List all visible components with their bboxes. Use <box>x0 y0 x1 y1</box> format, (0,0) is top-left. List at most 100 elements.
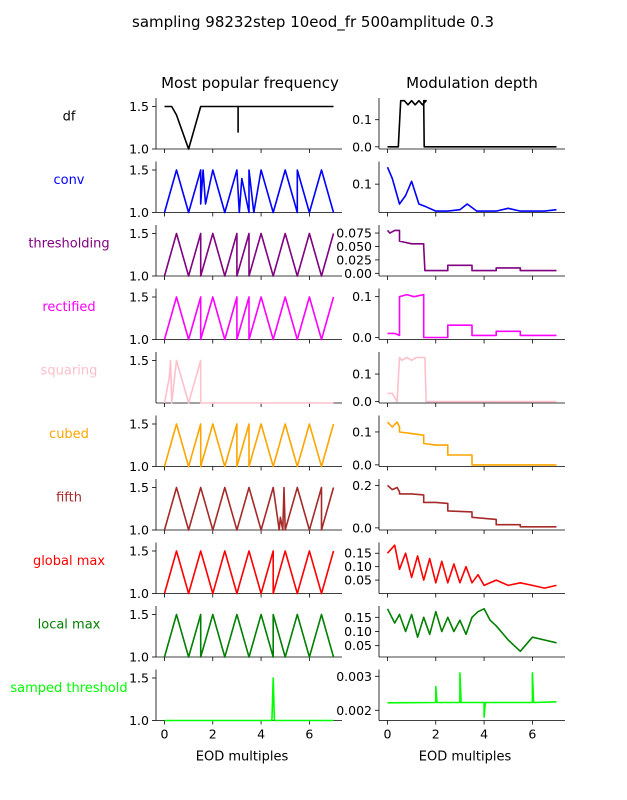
row-label-samped-threshold: samped threshold <box>10 681 127 696</box>
series-line-thresholding-modulation <box>386 229 557 272</box>
series-line-samped-threshold-modulation <box>387 672 557 718</box>
y-tick-label-squaring-frequency: 1.5 <box>129 353 149 368</box>
panel-cubed-frequency: 1.0 1.5 <box>129 415 342 474</box>
series-line-local-max-modulation <box>386 608 557 653</box>
series-line-fifth-modulation <box>386 484 557 528</box>
series-line-squaring-frequency <box>163 359 334 404</box>
x-tick-label-samped-threshold-frequency: 4 <box>257 727 265 742</box>
y-tick-label-samped-threshold-modulation: 0.003 <box>336 669 372 684</box>
row-label-global-max: global max <box>33 554 105 569</box>
row-label-thresholding: thresholding <box>28 237 109 252</box>
y-tick-label-local-max-frequency: 1.0 <box>129 650 149 665</box>
y-tick-label-thresholding-frequency: 1.5 <box>129 226 149 241</box>
y-tick-label-global-max-frequency: 1.5 <box>129 544 149 559</box>
panel-squaring-modulation: 0.0 0.1 <box>352 352 565 409</box>
x-axis-label-modulation: EOD multiples <box>419 750 512 765</box>
panel-samped-threshold-modulation: 0.002 0.003 0 2 4 6 <box>336 669 565 742</box>
x-tick-label-samped-threshold-modulation: 4 <box>480 727 488 742</box>
y-tick-label-squaring-modulation: 0.1 <box>352 367 372 382</box>
panel-rectified-frequency: 1.0 1.5 <box>129 288 342 347</box>
y-tick-label-cubed-modulation: 0.0 <box>352 457 372 472</box>
series-line-cubed-frequency <box>163 423 335 468</box>
row-label-cubed: cubed <box>49 427 89 442</box>
figure-title: sampling 98232step 10eod_fr 500amplitude… <box>132 13 494 32</box>
row-label-fifth: fifth <box>56 491 82 506</box>
y-tick-label-thresholding-modulation: 0.050 <box>336 239 372 254</box>
series-line-samped-threshold-frequency <box>164 677 334 722</box>
y-tick-label-rectified-modulation: 0.0 <box>352 330 372 345</box>
panel-global-max-frequency: 1.0 1.5 <box>129 542 342 601</box>
x-tick-label-samped-threshold-frequency: 6 <box>305 727 313 742</box>
x-axis-labels-group: EOD multiples EOD multiples <box>196 750 512 765</box>
panel-local-max-modulation: 0.050.100.15 <box>344 606 565 661</box>
column-title-modulation: Modulation depth <box>406 74 538 92</box>
y-tick-label-cubed-frequency: 1.0 <box>129 459 149 474</box>
series-line-thresholding-frequency <box>163 232 335 277</box>
row-label-df: df <box>63 110 76 125</box>
y-tick-label-fifth-frequency: 1.0 <box>129 523 149 538</box>
series-line-squaring-modulation <box>387 356 557 403</box>
y-tick-label-conv-modulation: 0.1 <box>352 177 372 192</box>
panel-cubed-modulation: 0.0 0.1 <box>352 415 565 472</box>
y-tick-label-fifth-modulation: 0.2 <box>352 478 372 493</box>
row-label-local-max: local max <box>38 618 101 633</box>
y-tick-label-thresholding-modulation: 0.075 <box>336 226 372 241</box>
y-tick-label-thresholding-modulation: 0.025 <box>336 252 372 267</box>
panel-thresholding-frequency: 1.0 1.5 <box>129 225 342 284</box>
x-tick-label-samped-threshold-modulation: 0 <box>383 727 391 742</box>
y-tick-label-squaring-modulation: 0.0 <box>352 394 372 409</box>
series-line-conv-frequency <box>163 169 335 214</box>
series-line-global-max-modulation <box>386 544 557 589</box>
y-tick-label-rectified-frequency: 1.5 <box>129 290 149 305</box>
series-line-df-modulation <box>387 99 557 148</box>
y-tick-label-fifth-frequency: 1.5 <box>129 480 149 495</box>
y-tick-label-conv-frequency: 1.0 <box>129 205 149 220</box>
y-tick-label-local-max-modulation: 0.10 <box>344 624 372 639</box>
column-title-frequency: Most popular frequency <box>161 74 339 92</box>
y-tick-label-local-max-frequency: 1.5 <box>129 607 149 622</box>
row-label-conv: conv <box>53 173 84 188</box>
x-tick-label-samped-threshold-frequency: 2 <box>209 727 217 742</box>
row-label-rectified: rectified <box>42 300 95 315</box>
panel-conv-modulation: 0.1 <box>352 161 565 217</box>
x-axis-label-frequency: EOD multiples <box>196 750 289 765</box>
series-line-rectified-modulation <box>387 293 557 339</box>
panel-samped-threshold-frequency: 1.0 1.5 0 2 4 6 <box>129 669 342 742</box>
y-tick-label-fifth-modulation: 0.0 <box>352 520 372 535</box>
y-tick-label-df-frequency: 1.0 <box>129 142 149 157</box>
panel-global-max-modulation: 0.050.100.15 <box>344 542 565 598</box>
x-tick-label-samped-threshold-modulation: 6 <box>528 727 536 742</box>
y-tick-label-cubed-frequency: 1.5 <box>129 417 149 432</box>
row-label-squaring: squaring <box>41 364 98 379</box>
y-tick-label-rectified-modulation: 0.1 <box>352 289 372 304</box>
panel-df-modulation: 0.0 0.1 <box>352 98 565 154</box>
y-tick-label-rectified-frequency: 1.0 <box>129 332 149 347</box>
panel-local-max-frequency: 1.0 1.5 <box>129 606 342 665</box>
y-tick-label-global-max-modulation: 0.15 <box>344 546 372 561</box>
panels-group: 1.01.50.00.11.01.50.11.01.50.000.0250.05… <box>129 98 565 742</box>
panel-squaring-frequency: 1.5 <box>129 352 342 407</box>
row-labels-group: df conv thresholding rectified squaring cubed… <box>10 110 127 697</box>
series-line-cubed-modulation <box>386 421 557 466</box>
x-tick-label-samped-threshold-frequency: 0 <box>160 727 168 742</box>
y-tick-label-samped-threshold-frequency: 1.0 <box>129 713 149 728</box>
y-tick-label-global-max-frequency: 1.0 <box>129 586 149 601</box>
y-tick-label-samped-threshold-frequency: 1.5 <box>129 671 149 686</box>
y-tick-label-thresholding-frequency: 1.0 <box>129 269 149 284</box>
panel-conv-frequency: 1.0 1.5 <box>129 161 342 220</box>
panel-rectified-modulation: 0.0 0.1 <box>352 288 565 345</box>
panel-df-frequency: 1.0 1.5 <box>129 98 342 157</box>
panel-fifth-frequency: 1.0 1.5 <box>129 479 342 538</box>
y-tick-label-global-max-modulation: 0.10 <box>344 559 372 574</box>
y-tick-label-global-max-modulation: 0.05 <box>344 573 372 588</box>
y-tick-label-df-frequency: 1.5 <box>129 99 149 114</box>
series-line-conv-modulation <box>386 166 557 212</box>
y-tick-label-conv-frequency: 1.5 <box>129 163 149 178</box>
y-tick-label-cubed-modulation: 0.1 <box>352 424 372 439</box>
y-tick-label-thresholding-modulation: 0.00 <box>344 266 372 281</box>
y-tick-label-df-modulation: 0.0 <box>352 139 372 154</box>
y-tick-label-samped-threshold-modulation: 0.002 <box>336 703 372 718</box>
y-tick-label-local-max-modulation: 0.05 <box>344 638 372 653</box>
series-line-local-max-frequency <box>163 613 335 658</box>
